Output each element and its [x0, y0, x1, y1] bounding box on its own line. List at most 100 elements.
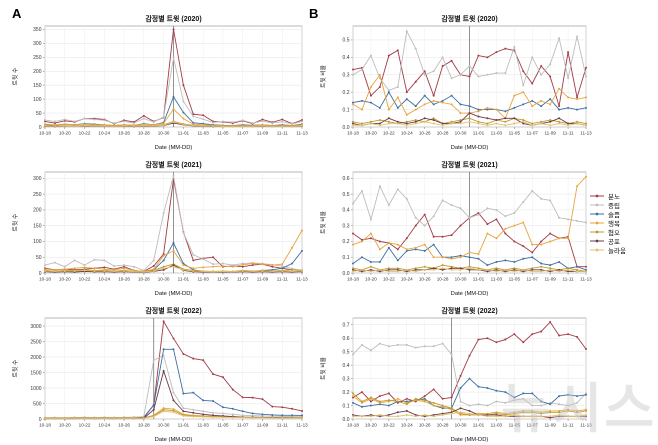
- data-point: [83, 266, 86, 269]
- x-tick-label: 10-20: [365, 423, 377, 428]
- data-point: [202, 359, 205, 362]
- data-point: [405, 413, 408, 416]
- y-tick-label: 0: [39, 271, 42, 277]
- data-point: [495, 267, 498, 270]
- data-point: [513, 413, 516, 416]
- data-point: [261, 120, 264, 123]
- data-point: [549, 240, 552, 243]
- data-point: [261, 413, 264, 416]
- data-point: [405, 113, 408, 116]
- data-point: [162, 410, 165, 413]
- data-point: [450, 396, 453, 399]
- x-tick-label: 10-20: [59, 277, 71, 282]
- data-point: [281, 263, 284, 266]
- data-point: [540, 122, 543, 125]
- data-point: [63, 124, 66, 127]
- data-point: [44, 270, 46, 273]
- data-point: [291, 270, 294, 273]
- data-point: [531, 267, 534, 270]
- data-point: [432, 404, 435, 407]
- x-tick-label: 10-30: [158, 131, 170, 136]
- chart-title: 감정별 트윗 (2020): [145, 14, 201, 23]
- legend-label: 놀라움: [608, 247, 626, 255]
- data-point: [540, 105, 543, 108]
- data-point: [459, 268, 462, 271]
- data-point: [423, 117, 426, 120]
- data-point: [162, 259, 165, 262]
- data-point: [495, 108, 498, 111]
- data-point: [441, 65, 444, 68]
- data-point: [414, 120, 417, 123]
- chart-title: 감정별 트윗 (2021): [441, 160, 497, 169]
- chart-title: 감정별 트윗 (2020): [441, 14, 497, 23]
- data-point: [441, 56, 444, 59]
- data-point: [182, 231, 185, 234]
- data-point: [241, 125, 244, 128]
- x-tick-label: 11-07: [527, 423, 539, 428]
- data-point: [549, 75, 552, 78]
- data-point: [352, 73, 354, 76]
- data-point: [221, 120, 224, 123]
- data-point: [423, 265, 426, 268]
- data-point: [423, 213, 426, 216]
- data-point: [162, 320, 165, 323]
- legend-marker-icon: [590, 203, 604, 206]
- data-point: [261, 263, 264, 266]
- data-point: [522, 119, 525, 122]
- y-tick-label: 0.2: [343, 239, 350, 245]
- data-point: [182, 117, 185, 120]
- data-point: [450, 256, 453, 259]
- data-point: [540, 197, 543, 200]
- data-point: [152, 259, 155, 262]
- data-point: [558, 403, 561, 406]
- y-tick-label: 100: [33, 97, 42, 103]
- y-tick-label: 0.6: [343, 336, 350, 342]
- y-tick-label: 300: [33, 176, 42, 182]
- data-point: [477, 120, 480, 123]
- data-point: [212, 414, 215, 417]
- emotion-legend: 분노 중립 슬픔 행복 혐오 공포 놀라움: [589, 191, 655, 255]
- data-point: [352, 202, 354, 205]
- data-point: [231, 270, 234, 273]
- data-point: [423, 94, 426, 97]
- data-point: [281, 265, 284, 268]
- data-point: [396, 243, 399, 246]
- data-point: [202, 124, 205, 127]
- data-point: [405, 30, 408, 33]
- data-point: [387, 120, 390, 123]
- data-point: [152, 359, 155, 362]
- data-point: [212, 373, 215, 376]
- data-point: [423, 268, 426, 271]
- data-point: [241, 414, 244, 417]
- y-tick-label: 200: [33, 208, 42, 214]
- data-point: [468, 354, 471, 357]
- data-point: [504, 215, 507, 218]
- data-point: [291, 122, 294, 125]
- data-point: [522, 397, 525, 400]
- data-point: [352, 392, 354, 395]
- data-point: [192, 121, 195, 124]
- x-tick-label: 11-13: [580, 131, 592, 136]
- data-point: [432, 117, 435, 120]
- y-tick-label: 500: [33, 401, 42, 407]
- data-point: [549, 411, 552, 414]
- data-point: [301, 409, 303, 412]
- data-point: [531, 189, 534, 192]
- data-point: [468, 105, 471, 108]
- data-point: [231, 407, 234, 410]
- x-tick-label: 10-20: [59, 423, 71, 428]
- data-point: [432, 235, 435, 238]
- data-point: [63, 417, 66, 420]
- data-point: [271, 125, 274, 128]
- data-point: [301, 119, 303, 122]
- data-point: [396, 400, 399, 403]
- data-point: [585, 347, 587, 350]
- data-point: [281, 125, 284, 128]
- data-point: [522, 200, 525, 203]
- y-axis-label: 트윗 수: [11, 213, 19, 231]
- data-point: [567, 124, 570, 127]
- data-point: [172, 242, 175, 245]
- data-point: [423, 243, 426, 246]
- data-point: [172, 95, 175, 98]
- data-point: [369, 270, 372, 273]
